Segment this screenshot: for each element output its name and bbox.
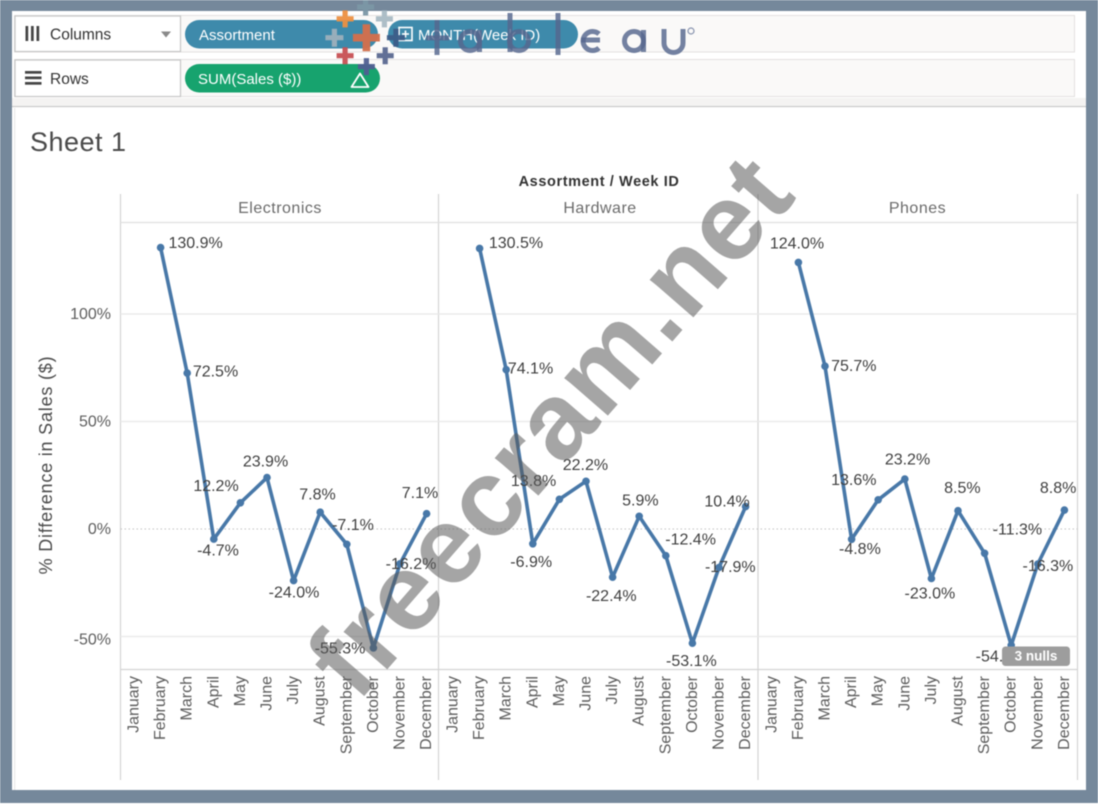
- svg-text:8.8%: 8.8%: [1040, 480, 1076, 497]
- svg-text:-24.0%: -24.0%: [269, 585, 320, 602]
- svg-text:February: February: [471, 676, 488, 740]
- svg-text:January: January: [763, 676, 780, 733]
- svg-text:-12.4%: -12.4%: [665, 532, 716, 549]
- svg-text:0%: 0%: [88, 521, 111, 538]
- svg-text:October: October: [1003, 675, 1020, 733]
- svg-text:March: March: [179, 676, 196, 720]
- svg-text:22.2%: 22.2%: [563, 457, 608, 474]
- svg-text:September: September: [338, 675, 355, 754]
- svg-text:130.9%: 130.9%: [168, 235, 222, 252]
- svg-text:-50%: -50%: [74, 632, 111, 649]
- svg-text:130.5%: 130.5%: [489, 235, 543, 252]
- svg-text:8.5%: 8.5%: [944, 480, 980, 497]
- svg-text:November: November: [392, 675, 409, 749]
- svg-text:-53.1%: -53.1%: [666, 653, 717, 670]
- svg-text:13.6%: 13.6%: [831, 472, 876, 489]
- svg-text:-23.0%: -23.0%: [905, 586, 956, 603]
- svg-text:May: May: [870, 676, 887, 706]
- svg-text:23.9%: 23.9%: [243, 454, 288, 471]
- svg-text:July: July: [923, 676, 940, 704]
- svg-text:23.2%: 23.2%: [885, 451, 930, 468]
- svg-text:-7.1%: -7.1%: [332, 517, 374, 534]
- svg-text:October: October: [684, 675, 701, 733]
- svg-text:-4.8%: -4.8%: [839, 541, 881, 558]
- svg-text:-11.3%: -11.3%: [993, 521, 1043, 538]
- svg-text:July: July: [604, 676, 621, 704]
- svg-text:April: April: [524, 676, 541, 708]
- svg-text:June: June: [259, 676, 276, 711]
- svg-text:SUM(Sales ($)): SUM(Sales ($)): [198, 71, 301, 88]
- svg-text:December: December: [418, 675, 435, 749]
- svg-text:June: June: [896, 676, 913, 711]
- svg-text:November: November: [1029, 675, 1046, 749]
- svg-text:June: June: [578, 676, 595, 711]
- svg-text:December: December: [737, 675, 754, 749]
- svg-text:Electronics: Electronics: [238, 200, 322, 217]
- svg-text:7.1%: 7.1%: [402, 485, 438, 502]
- svg-text:April: April: [843, 676, 860, 708]
- svg-text:Assortment: Assortment: [199, 27, 276, 44]
- svg-text:75.7%: 75.7%: [831, 358, 876, 375]
- svg-text:Assortment / Week ID: Assortment / Week ID: [519, 174, 680, 190]
- svg-text:July: July: [285, 676, 302, 704]
- svg-text:-16.2%: -16.2%: [386, 556, 437, 573]
- svg-text:Columns: Columns: [50, 27, 111, 44]
- svg-text:100%: 100%: [70, 306, 111, 323]
- svg-text:September: September: [976, 675, 993, 754]
- svg-text:-4.7%: -4.7%: [197, 543, 239, 560]
- svg-text:May: May: [232, 676, 249, 706]
- svg-text:August: August: [631, 675, 648, 725]
- svg-text:Rows: Rows: [50, 71, 89, 88]
- svg-text:10.4%: 10.4%: [704, 493, 749, 510]
- svg-text:124.0%: 124.0%: [770, 236, 824, 253]
- svg-text:January: January: [445, 676, 462, 733]
- svg-text:12.2%: 12.2%: [193, 478, 238, 495]
- svg-text:March: March: [817, 676, 834, 720]
- svg-text:13.8%: 13.8%: [511, 473, 556, 490]
- svg-text:April: April: [205, 676, 222, 708]
- svg-text:Phones: Phones: [889, 200, 946, 217]
- svg-text:August: August: [950, 675, 967, 725]
- svg-text:% Difference in Sales ($): % Difference in Sales ($): [36, 356, 56, 575]
- svg-text:72.5%: 72.5%: [193, 364, 238, 381]
- svg-text:November: November: [711, 675, 728, 749]
- svg-text:December: December: [1056, 675, 1073, 749]
- svg-text:February: February: [790, 676, 807, 740]
- svg-text:5.9%: 5.9%: [622, 493, 658, 510]
- svg-text:March: March: [498, 676, 515, 720]
- svg-text:May: May: [551, 676, 568, 706]
- svg-text:-6.9%: -6.9%: [510, 554, 552, 571]
- svg-text:7.8%: 7.8%: [299, 487, 335, 504]
- svg-text:August: August: [312, 675, 329, 725]
- svg-text:50%: 50%: [79, 413, 111, 430]
- svg-text:September: September: [657, 675, 674, 754]
- svg-text:-16.3%: -16.3%: [1023, 558, 1074, 575]
- svg-text:3 nulls: 3 nulls: [1015, 649, 1058, 664]
- svg-text:January: January: [126, 676, 143, 733]
- svg-text:74.1%: 74.1%: [508, 361, 553, 378]
- svg-text:February: February: [152, 676, 169, 740]
- svg-text:-17.9%: -17.9%: [705, 559, 756, 576]
- svg-text:Hardware: Hardware: [563, 200, 636, 217]
- svg-text:-55.3%: -55.3%: [315, 641, 366, 658]
- svg-text:-22.4%: -22.4%: [586, 588, 637, 605]
- svg-text:October: October: [365, 675, 382, 733]
- svg-text:Sheet 1: Sheet 1: [30, 127, 127, 157]
